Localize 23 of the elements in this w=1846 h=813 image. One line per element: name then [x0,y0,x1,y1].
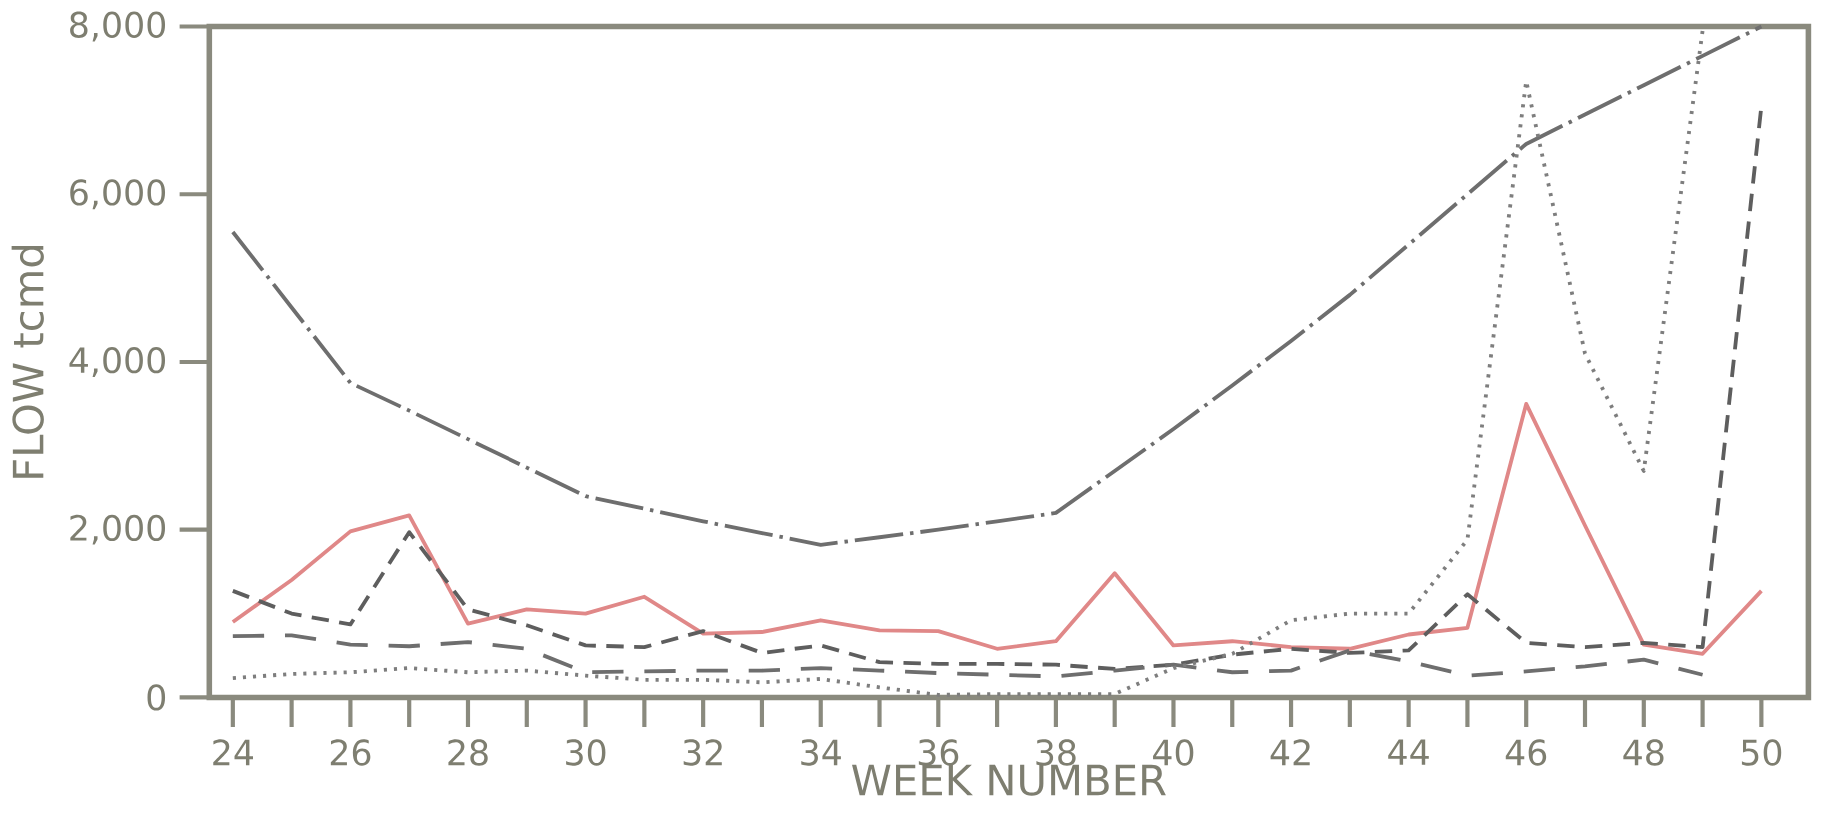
x-tick-label: 46 [1505,739,1547,766]
x-tick-label: 40 [1153,739,1194,766]
x-tick-label: 48 [1623,739,1664,766]
y-axis-title: FLOW tcmd [11,245,44,478]
x-axis-title: WEEK NUMBER [852,764,1166,796]
x-tick-label: 32 [683,739,722,766]
x-tick-label: 50 [1741,739,1782,766]
x-tick-label: 34 [801,739,841,766]
x-tick-label: 30 [566,739,606,766]
line-series [230,633,1705,679]
y-tick-label: 4,000 [69,346,166,377]
y-tick-label: 6,000 [70,179,166,210]
line-series [230,401,1764,656]
x-tick-label: 36 [918,739,959,766]
y-tick-label: 8,000 [70,11,166,42]
x-tick-label: 28 [448,739,488,766]
y-tick-label: 0 [147,684,166,711]
x-tick-label: 24 [213,739,253,766]
x-tick-label: 38 [1036,739,1076,766]
y-tick-label: 2,000 [70,514,166,545]
x-tick-label: 44 [1388,739,1429,765]
x-tick-label: 26 [330,739,371,766]
x-tick-label: 42 [1270,739,1310,766]
